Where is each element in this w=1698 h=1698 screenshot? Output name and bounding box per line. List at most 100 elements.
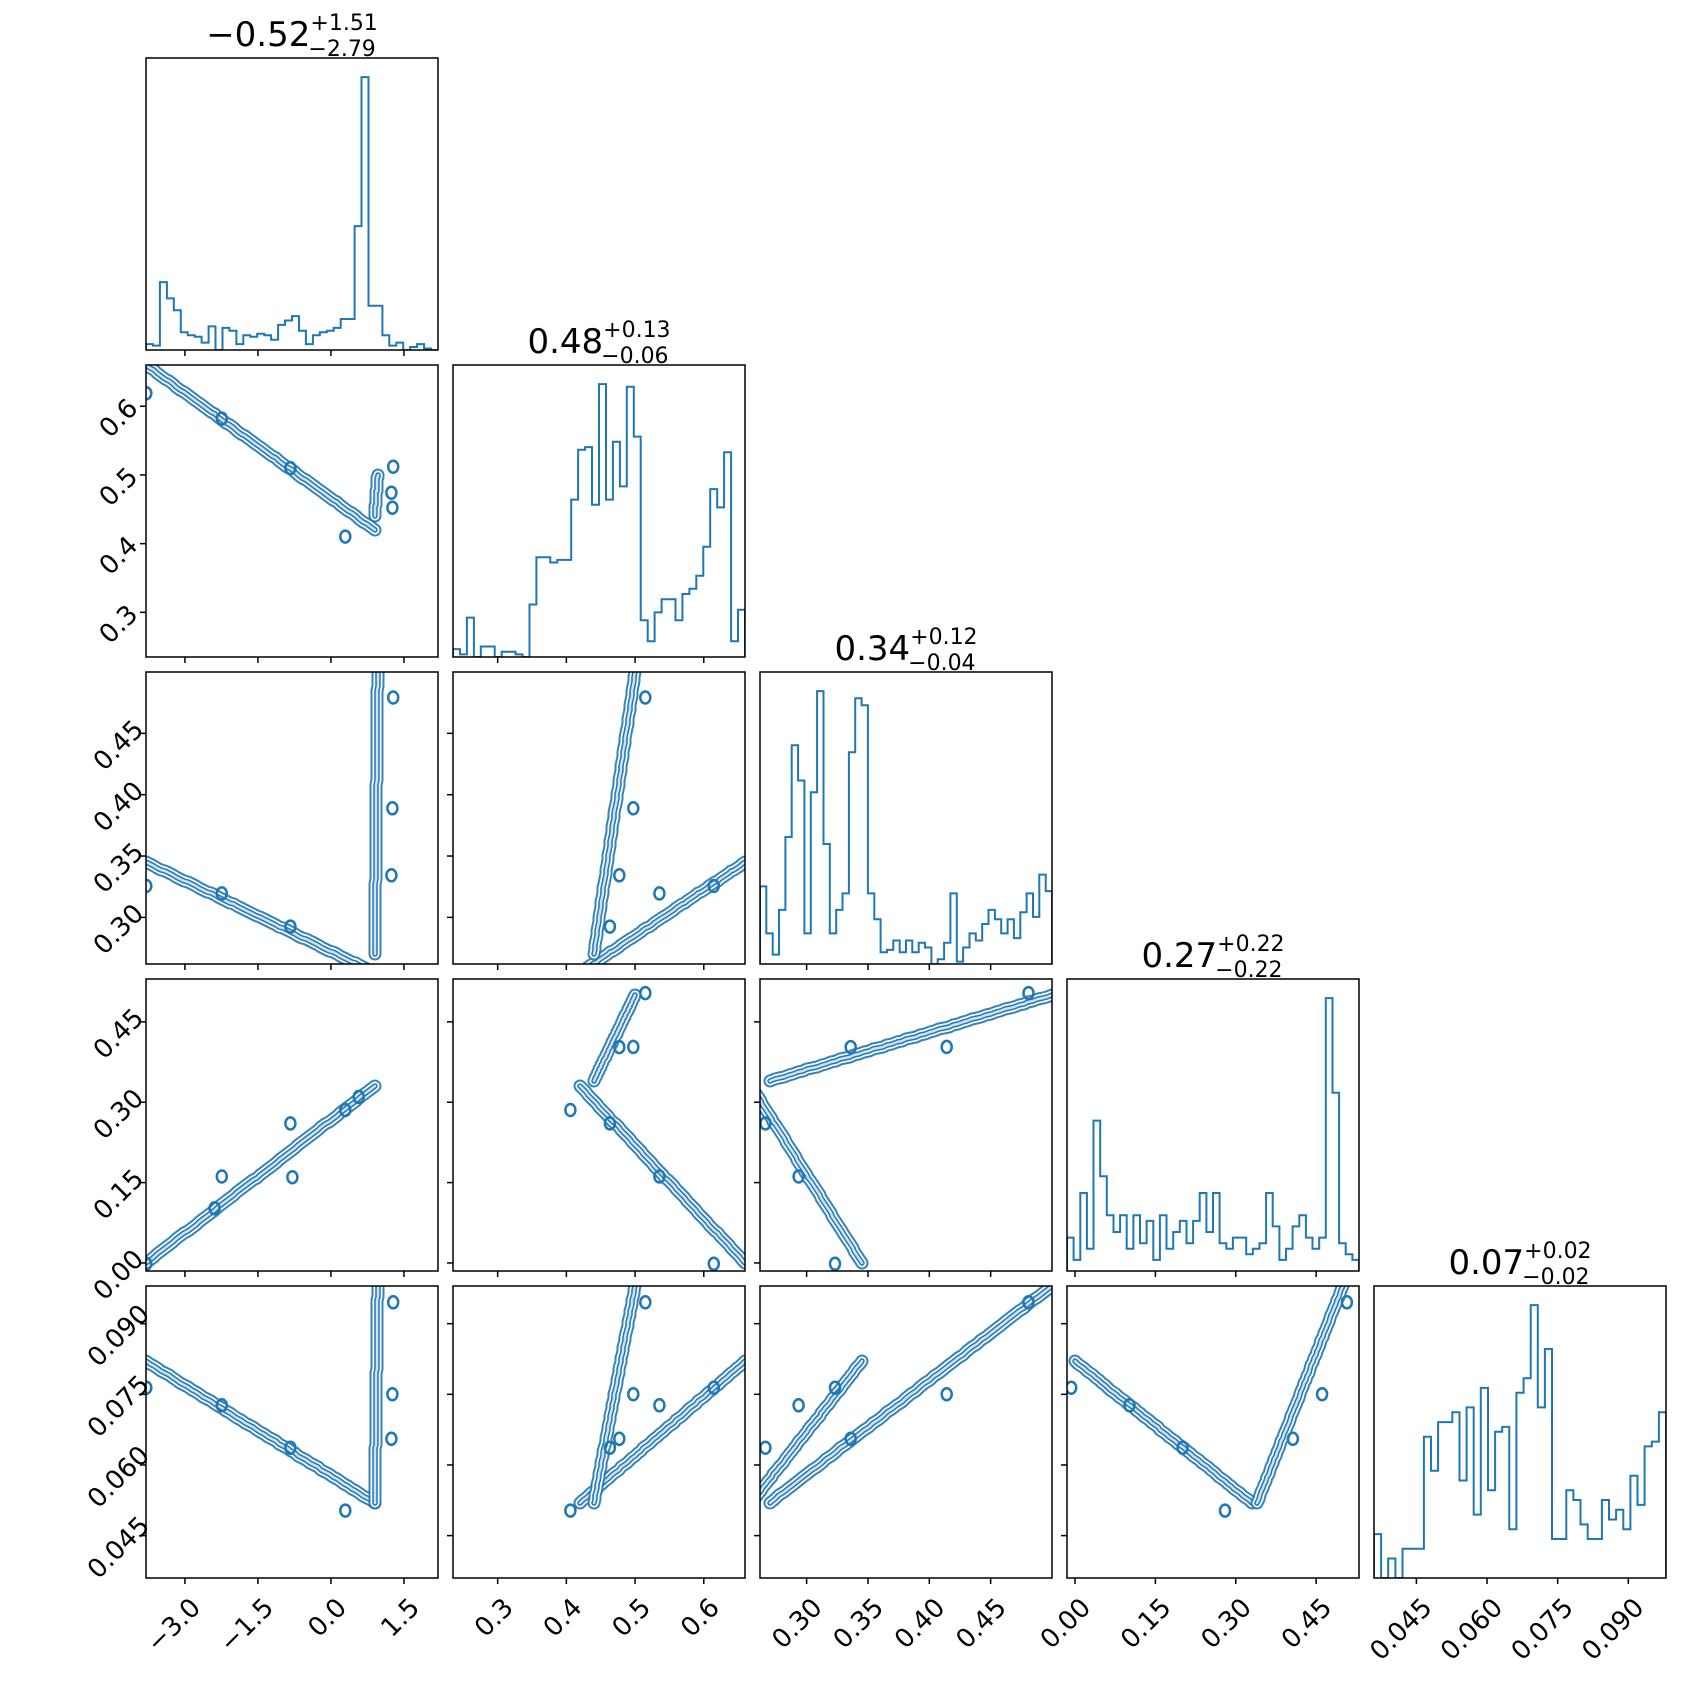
- hist-panel-0: −2.79−0.52+1.51: [145, 11, 439, 356]
- y-tick-label: 0.30: [88, 899, 150, 961]
- contour-panel-2-0: 0.300.350.400.45: [88, 671, 439, 970]
- contour-4-0: [146, 1354, 382, 1510]
- panel-frame: [145, 671, 439, 965]
- contour-panel-3-2: [754, 978, 1053, 1277]
- panel-content: [146, 1079, 382, 1271]
- contour-blob: [1286, 1431, 1300, 1447]
- contour-core: [146, 1084, 377, 1265]
- contour-panel-3-0: 0.00 0.15 0.30 0.45: [88, 978, 439, 1306]
- contour-core: [373, 672, 380, 956]
- contour-blob: [707, 878, 721, 894]
- title-plus: +1.51: [310, 11, 377, 36]
- contour-blob: [1067, 1380, 1078, 1395]
- contour-blob: [734, 1505, 744, 1517]
- y-tick-label: 0.3: [94, 599, 144, 649]
- x-tick-label: 0.15: [1115, 1593, 1177, 1655]
- contour-blob: [613, 1039, 626, 1055]
- contour-core: [760, 1097, 864, 1265]
- contour-4-2: [760, 1354, 869, 1503]
- contour-4-3: [1250, 1286, 1350, 1510]
- contour-core: [146, 860, 360, 964]
- contour-blob: [215, 886, 229, 901]
- panel-content: [564, 1286, 745, 1518]
- panel-frame: [452, 364, 746, 658]
- contour-blob: [339, 1102, 352, 1118]
- y-tick-label: 0.4: [94, 531, 144, 581]
- title-plus: +0.12: [910, 625, 977, 650]
- panel-frame: [1373, 1285, 1667, 1579]
- contour-1-0: [146, 365, 382, 537]
- contour-blob: [707, 1256, 721, 1271]
- title-median: 0.48: [527, 322, 603, 362]
- hist-panel-3: −0.220.27+0.22: [1066, 932, 1360, 1277]
- contour-blob: [613, 868, 626, 883]
- contour-blob: [564, 1503, 577, 1518]
- contour-blob: [792, 1398, 805, 1413]
- contour-blob: [603, 919, 617, 934]
- contour-4-0: [368, 1286, 385, 1510]
- panel-frame: [759, 671, 1053, 965]
- x-tick-label: −3.0: [141, 1593, 207, 1659]
- contour-4-1: [587, 1286, 642, 1510]
- panel-content: [1374, 1304, 1666, 1578]
- contour-core: [146, 1359, 377, 1505]
- histogram-0: [146, 76, 438, 350]
- contour-blob: [286, 1169, 299, 1185]
- y-tick-label: 0.075: [82, 1370, 156, 1444]
- contour-blob: [215, 411, 229, 426]
- x-tick-label: 0.40: [889, 1593, 951, 1655]
- panel-frame: [145, 364, 439, 658]
- panel-content: [565, 672, 745, 988]
- contour-blob: [386, 500, 399, 515]
- contour-blob: [1022, 1295, 1035, 1310]
- contour-blob: [760, 1440, 772, 1455]
- contour-blob: [627, 1386, 640, 1402]
- y-tick-label: 0.045: [82, 1511, 156, 1585]
- contour-blob: [1123, 1398, 1136, 1413]
- x-tick-label: −1.5: [214, 1593, 280, 1659]
- contour-blob: [639, 985, 652, 1001]
- x-tick-label: 0.00: [1035, 1593, 1097, 1655]
- hist-panel-1: −0.060.48+0.13: [452, 318, 746, 663]
- contour-core: [592, 672, 637, 956]
- contour-blob: [339, 1503, 352, 1518]
- contour-blob: [844, 1039, 857, 1055]
- x-tick-label: 0.075: [1506, 1593, 1580, 1667]
- x-tick-label: 0.30: [1196, 1593, 1258, 1655]
- contour-blob: [208, 1201, 221, 1216]
- contour-blob: [564, 1102, 577, 1118]
- contour-core: [768, 1286, 1052, 1505]
- title-median: 0.27: [1141, 936, 1217, 976]
- contour-blob: [844, 1431, 857, 1447]
- contour-blob: [1315, 1386, 1329, 1402]
- title-median: −0.52: [206, 15, 310, 55]
- panel-frame: [452, 978, 746, 1272]
- contour-blob: [284, 460, 297, 476]
- histogram-1: [453, 383, 745, 657]
- panel-frame: [452, 1285, 746, 1579]
- x-tick-label: 0.45: [1276, 1593, 1338, 1655]
- contour-blob: [284, 1440, 297, 1455]
- y-tick-label: 0.35: [88, 837, 150, 899]
- contour-blob: [613, 1431, 626, 1447]
- title-median: 0.07: [1448, 1243, 1524, 1283]
- panel-content: [146, 1286, 400, 1518]
- contour-2-0: [368, 672, 385, 961]
- contour-blob: [215, 1169, 229, 1184]
- contour-blob: [565, 976, 575, 988]
- contour-core: [146, 365, 377, 532]
- contour-core: [592, 1286, 637, 1505]
- x-tick-label: 0.3: [469, 1593, 519, 1643]
- y-tick-label: 0.060: [82, 1440, 156, 1514]
- histogram-4: [1374, 1304, 1666, 1578]
- y-tick-label: 0.45: [88, 715, 150, 777]
- contour-blob: [940, 1039, 953, 1055]
- contour-blob: [386, 801, 399, 816]
- contour-blob: [1022, 985, 1035, 1001]
- panel-frame: [759, 978, 1053, 1272]
- contour-blob: [1176, 1440, 1189, 1455]
- x-tick-label: 0.35: [828, 1593, 890, 1655]
- contour-3-1: [587, 988, 642, 1088]
- contour-panel-1-0: 0.3 0.4 0.5 0.6: [94, 364, 439, 663]
